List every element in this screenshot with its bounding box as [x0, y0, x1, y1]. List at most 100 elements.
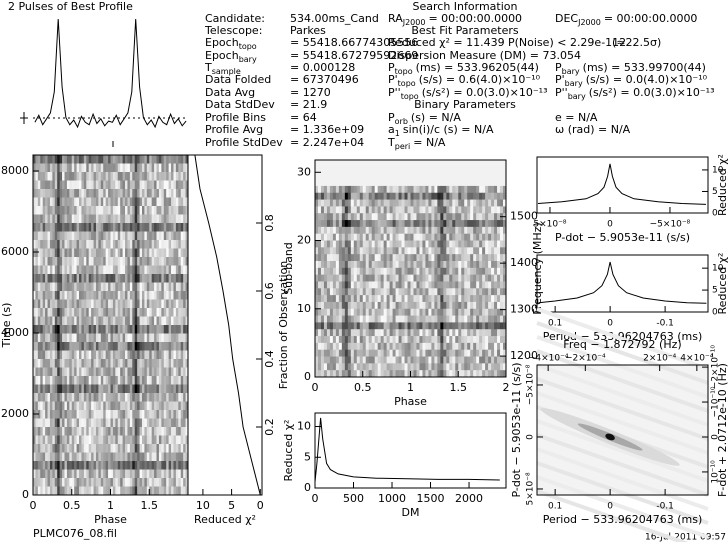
- image-pixel: [383, 336, 388, 344]
- image-pixel: [449, 213, 453, 221]
- image-pixel: [146, 282, 150, 292]
- image-pixel: [115, 155, 119, 164]
- image-pixel: [347, 226, 352, 235]
- image-pixel: [356, 370, 361, 378]
- tick-label: 8000: [1, 164, 29, 177]
- image-pixel: [64, 393, 68, 402]
- image-pixel: [413, 363, 417, 371]
- image-pixel: [81, 180, 85, 190]
- image-pixel: [341, 363, 346, 371]
- image-pixel: [62, 427, 65, 436]
- image-pixel: [317, 213, 322, 221]
- image-pixel: [353, 240, 358, 248]
- image-pixel: [335, 322, 340, 330]
- image-pixel: [166, 325, 170, 334]
- image-pixel: [115, 418, 119, 428]
- image-pixel: [329, 192, 334, 200]
- image-pixel: [141, 393, 145, 402]
- image-pixel: [122, 282, 126, 292]
- image-pixel: [315, 295, 319, 303]
- image-pixel: [434, 247, 438, 255]
- image-pixel: [146, 180, 150, 190]
- image-pixel: [139, 486, 143, 496]
- image-pixel: [392, 322, 396, 330]
- image-pixel: [93, 393, 97, 402]
- image-pixel: [482, 308, 486, 316]
- image-pixel: [69, 452, 73, 462]
- image-pixel: [446, 342, 450, 351]
- image-pixel: [482, 213, 486, 221]
- image-pixel: [320, 220, 325, 228]
- image-pixel: [42, 410, 46, 419]
- image-pixel: [347, 322, 352, 330]
- image-pixel: [440, 267, 444, 276]
- image-pixel: [158, 401, 162, 411]
- image-pixel: [458, 281, 462, 289]
- image-pixel: [110, 418, 114, 428]
- image-pixel: [428, 336, 432, 344]
- image-pixel: [57, 240, 61, 249]
- image-pixel: [326, 274, 331, 282]
- image-pixel: [168, 401, 172, 411]
- image-pixel: [368, 226, 373, 235]
- image-pixel: [110, 282, 114, 292]
- image-pixel: [171, 478, 174, 487]
- image-pixel: [443, 254, 447, 262]
- image-pixel: [83, 376, 87, 385]
- image-pixel: [100, 163, 104, 173]
- image-pixel: [161, 214, 165, 224]
- image-pixel: [473, 240, 477, 248]
- image-pixel: [115, 401, 119, 411]
- image-pixel: [93, 214, 97, 224]
- image-pixel: [428, 301, 432, 310]
- image-pixel: [464, 336, 468, 344]
- image-pixel: [407, 342, 411, 351]
- image-pixel: [149, 435, 153, 445]
- image-pixel: [151, 469, 155, 479]
- image-pixel: [473, 254, 477, 262]
- image-pixel: [392, 199, 396, 207]
- image-pixel: [146, 291, 150, 300]
- image-pixel: [134, 384, 138, 394]
- image-pixel: [154, 367, 157, 377]
- image-pixel: [64, 291, 68, 300]
- image-pixel: [338, 301, 343, 310]
- image-pixel: [33, 444, 36, 453]
- image-pixel: [42, 231, 46, 241]
- tick-label: −5×10⁻⁸: [650, 220, 691, 230]
- image-pixel: [79, 444, 82, 453]
- image-pixel: [431, 349, 435, 357]
- image-pixel: [329, 288, 334, 296]
- image-pixel: [449, 301, 453, 310]
- image-pixel: [120, 180, 124, 190]
- image-pixel: [446, 185, 450, 194]
- tick-label: 0.1: [548, 319, 562, 329]
- image-pixel: [350, 247, 355, 255]
- image-pixel: [115, 282, 119, 292]
- image-pixel: [122, 299, 126, 309]
- image-pixel: [356, 192, 361, 200]
- image-pixel: [476, 370, 480, 378]
- image-pixel: [458, 254, 462, 262]
- image-pixel: [57, 274, 61, 283]
- image-pixel: [108, 308, 111, 317]
- image-pixel: [88, 435, 92, 445]
- image-pixel: [64, 478, 68, 487]
- image-pixel: [127, 257, 131, 266]
- image-pixel: [134, 452, 138, 462]
- image-pixel: [137, 265, 140, 275]
- image-pixel: [455, 322, 459, 330]
- tick-label: 5: [712, 286, 718, 296]
- image-pixel: [473, 336, 477, 344]
- image-pixel: [62, 240, 65, 249]
- image-pixel: [425, 295, 429, 303]
- image-pixel: [144, 478, 148, 487]
- image-pixel: [329, 274, 334, 282]
- image-pixel: [335, 199, 340, 207]
- image-pixel: [52, 316, 56, 326]
- image-pixel: [392, 213, 396, 221]
- image-pixel: [374, 206, 379, 214]
- image-pixel: [320, 206, 325, 214]
- image-pixel: [129, 427, 133, 436]
- image-pixel: [49, 478, 53, 487]
